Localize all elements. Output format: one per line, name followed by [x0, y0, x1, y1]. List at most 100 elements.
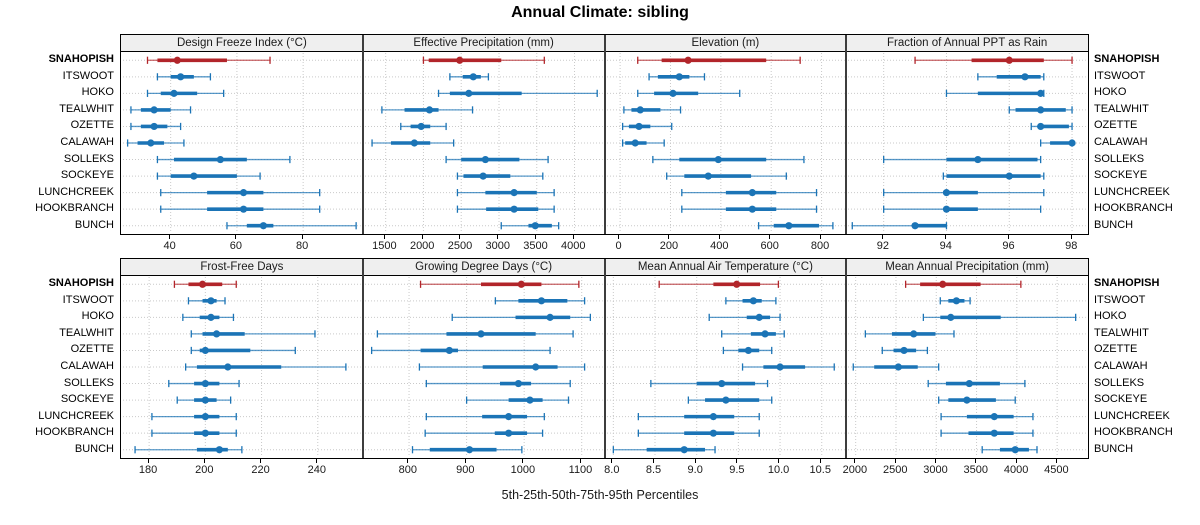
site-label: SOCKEYE: [60, 169, 114, 182]
x-tick-mark: [1008, 235, 1009, 239]
median-dot: [709, 413, 717, 421]
x-tick-mark: [407, 459, 409, 463]
median-dot: [150, 106, 158, 114]
x-axis: 180 200 220 240: [120, 459, 362, 481]
site-label: CALAWAH: [60, 360, 114, 372]
site-label: HOKO: [81, 86, 114, 99]
x-tick-mark: [945, 235, 947, 239]
median-dot: [744, 346, 752, 355]
median-dot: [953, 297, 961, 305]
x-tick-label: 92: [876, 240, 890, 252]
median-dot: [201, 429, 209, 437]
site-label: TEALWHIT: [59, 326, 114, 339]
median-dot: [477, 330, 485, 338]
x-axis: 92 94 96 98: [845, 235, 1087, 257]
median-dot: [239, 205, 248, 213]
panel-plot: [606, 277, 845, 457]
median-dot: [465, 446, 473, 454]
site-label: BUNCH: [74, 218, 114, 231]
median-dot: [1005, 172, 1014, 180]
site-label: BUNCH: [74, 442, 114, 455]
panel-title: Effective Precipitation (mm): [413, 37, 554, 49]
median-dot: [481, 155, 489, 164]
site-label: LUNCHCREEK: [38, 185, 114, 198]
x-axis: 0 200 400 600 800: [604, 235, 846, 257]
site-label: SOCKEYE: [1094, 393, 1148, 406]
x-tick-label: 2500: [447, 240, 473, 252]
panel-title: Design Freeze Index (°C): [176, 37, 307, 49]
median-dot: [224, 363, 232, 371]
panel-plot: [123, 277, 361, 457]
panel-separator: [603, 259, 606, 458]
median-dot: [510, 189, 518, 197]
x-tick-label: 80: [296, 240, 309, 252]
median-dot: [1021, 73, 1029, 81]
median-dot: [760, 330, 769, 338]
x-tick-label: 220: [251, 464, 270, 476]
median-dot: [216, 155, 224, 164]
x-tick-mark: [169, 235, 171, 239]
median-dot: [910, 330, 918, 338]
median-dot: [1037, 106, 1045, 114]
x-tick-mark: [778, 459, 780, 463]
panel-separator: [361, 259, 364, 458]
panel-title: Mean Annual Air Temperature (°C): [637, 261, 813, 273]
x-tick-label: 600: [760, 240, 779, 252]
site-label: OZETTE: [70, 119, 114, 132]
site-label: HOOKBRANCH: [1094, 202, 1173, 215]
x-tick-mark: [522, 459, 524, 463]
median-dot: [531, 222, 539, 230]
x-tick-label: 1000: [510, 464, 536, 476]
median-dot: [212, 330, 221, 338]
x-tick-label: 200: [659, 240, 679, 252]
median-dot: [939, 280, 947, 288]
x-tick-mark: [618, 235, 620, 239]
median-dot: [990, 413, 999, 421]
site-labels-right: SNAHOPISH ITSWOOT HOKO TEALWHIT OZETTE CALAWA…: [1089, 51, 1200, 233]
median-dot: [709, 429, 717, 437]
x-tick-mark: [147, 459, 149, 463]
panel-plot: [606, 53, 845, 233]
median-dot: [170, 89, 178, 97]
site-label: OZETTE: [1094, 119, 1138, 132]
x-tick-mark: [203, 459, 205, 463]
median-dot: [537, 297, 545, 305]
median-dot: [464, 89, 473, 97]
median-dot: [990, 429, 999, 437]
panel-plot: [364, 277, 603, 457]
site-label: HOOKBRANCH: [35, 426, 114, 439]
median-dot: [517, 280, 525, 288]
x-tick-mark: [1015, 459, 1017, 463]
x-tick-label: 1100: [568, 464, 593, 476]
site-labels-left: SNAHOPISH ITSWOOT HOKO TEALWHIT OZETTE CALAWA…: [0, 275, 120, 457]
median-dot: [546, 313, 554, 321]
median-dot: [410, 139, 418, 147]
median-dot: [455, 56, 464, 64]
panel-plot: [123, 53, 361, 233]
median-dot: [784, 222, 792, 230]
x-tick-mark: [736, 459, 738, 463]
x-tick-label: 40: [163, 240, 176, 252]
x-tick-mark: [383, 235, 385, 239]
median-dot: [675, 73, 683, 81]
median-dot: [721, 396, 729, 404]
x-tick-mark: [769, 235, 771, 239]
median-dot: [714, 155, 722, 164]
x-axis: 40 60 80: [120, 235, 362, 257]
x-tick-label: 10.5: [809, 464, 831, 476]
x-tick-label: 10.0: [767, 464, 790, 476]
x-tick-mark: [260, 459, 262, 463]
x-tick-label: 200: [195, 464, 214, 476]
median-dot: [201, 413, 209, 421]
x-tick-label: 2500: [882, 464, 908, 476]
median-dot: [1011, 446, 1020, 454]
panel-title: Frost-Free Days: [200, 261, 284, 273]
x-tick-mark: [301, 235, 303, 239]
median-dot: [207, 313, 215, 321]
panel-separator: [361, 35, 364, 234]
median-dot: [631, 139, 639, 147]
x-tick-mark: [819, 235, 821, 239]
site-label: SNAHOPISH: [1094, 53, 1160, 66]
site-label: ITSWOOT: [62, 293, 114, 306]
x-tick-label: 2000: [409, 240, 435, 252]
